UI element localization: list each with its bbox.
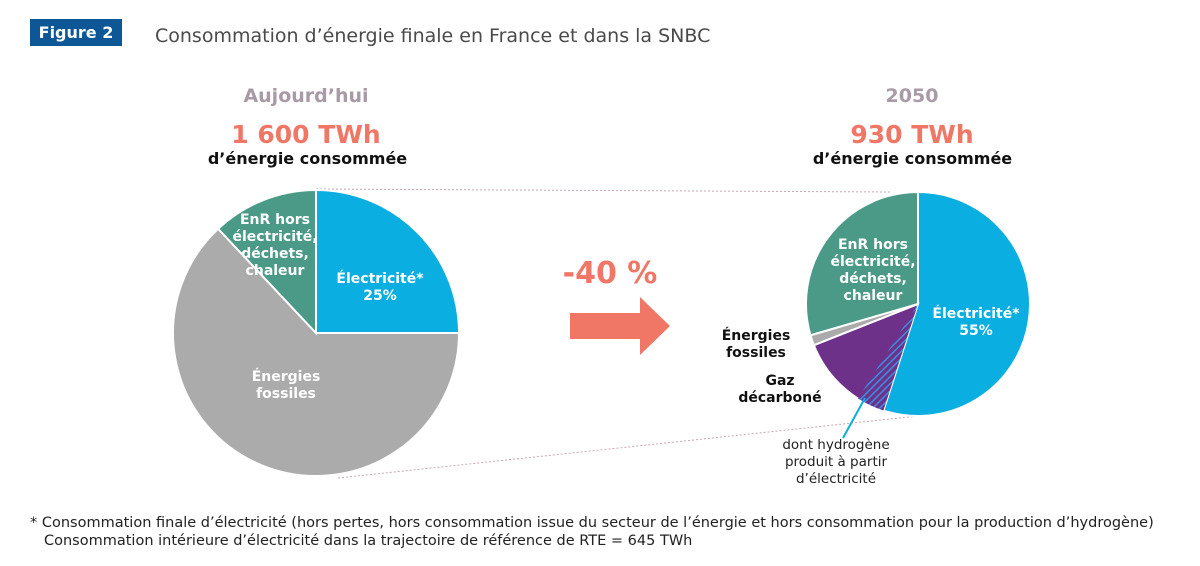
label-fossiles-2050: Énergies fossiles [722,327,791,361]
label-electricite-2050: Électricité* 55% [932,305,1020,339]
pie-slice-hydrogen [857,304,918,411]
hydrogen-callout-line [842,397,866,439]
total-2050: 930 TWh [850,120,974,149]
right-arrow-icon [570,297,670,355]
label-enr-today: EnR hors électricité, déchets, chaleur [232,212,317,279]
change-label: -40 % [562,256,658,291]
total-today: 1 600 TWh [231,120,381,149]
label-enr-2050: EnR hors électricité, déchets, chaleur [830,237,915,304]
label-electricite-today: Électricité* 25% [336,270,424,304]
connector-bottom [337,415,919,479]
connector-top [315,188,891,193]
pie-today [172,188,461,477]
period-2050: 2050 [885,85,939,107]
pie-slice-electricite [882,190,1031,417]
figure-badge: Figure 2 [30,19,122,46]
pie-2050 [805,190,1031,417]
label-gaz-2050: Gaz décarboné [738,373,821,406]
consumed-caption-today: d’énergie consommée [207,149,408,168]
pie-slice-enr-hors [805,190,919,337]
footnote-line-2: Consommation intérieure d’électricité da… [44,533,693,549]
pie-slice-energies [172,227,461,477]
label-hydrogene-2050: dont hydrogène produit à partir d’électric… [782,437,889,487]
pie-slice-electricite [315,188,461,334]
consumed-caption-2050: d’énergie consommée [812,149,1013,168]
footnote-line-1: * Consommation finale d’électricité (hor… [30,515,1154,531]
period-today: Aujourd’hui [243,85,369,107]
label-fossiles-today: Énergies fossiles [252,368,321,402]
pie-slice-enr-hors [216,188,317,336]
figure-title: Consommation d’énergie finale en France … [155,25,711,47]
